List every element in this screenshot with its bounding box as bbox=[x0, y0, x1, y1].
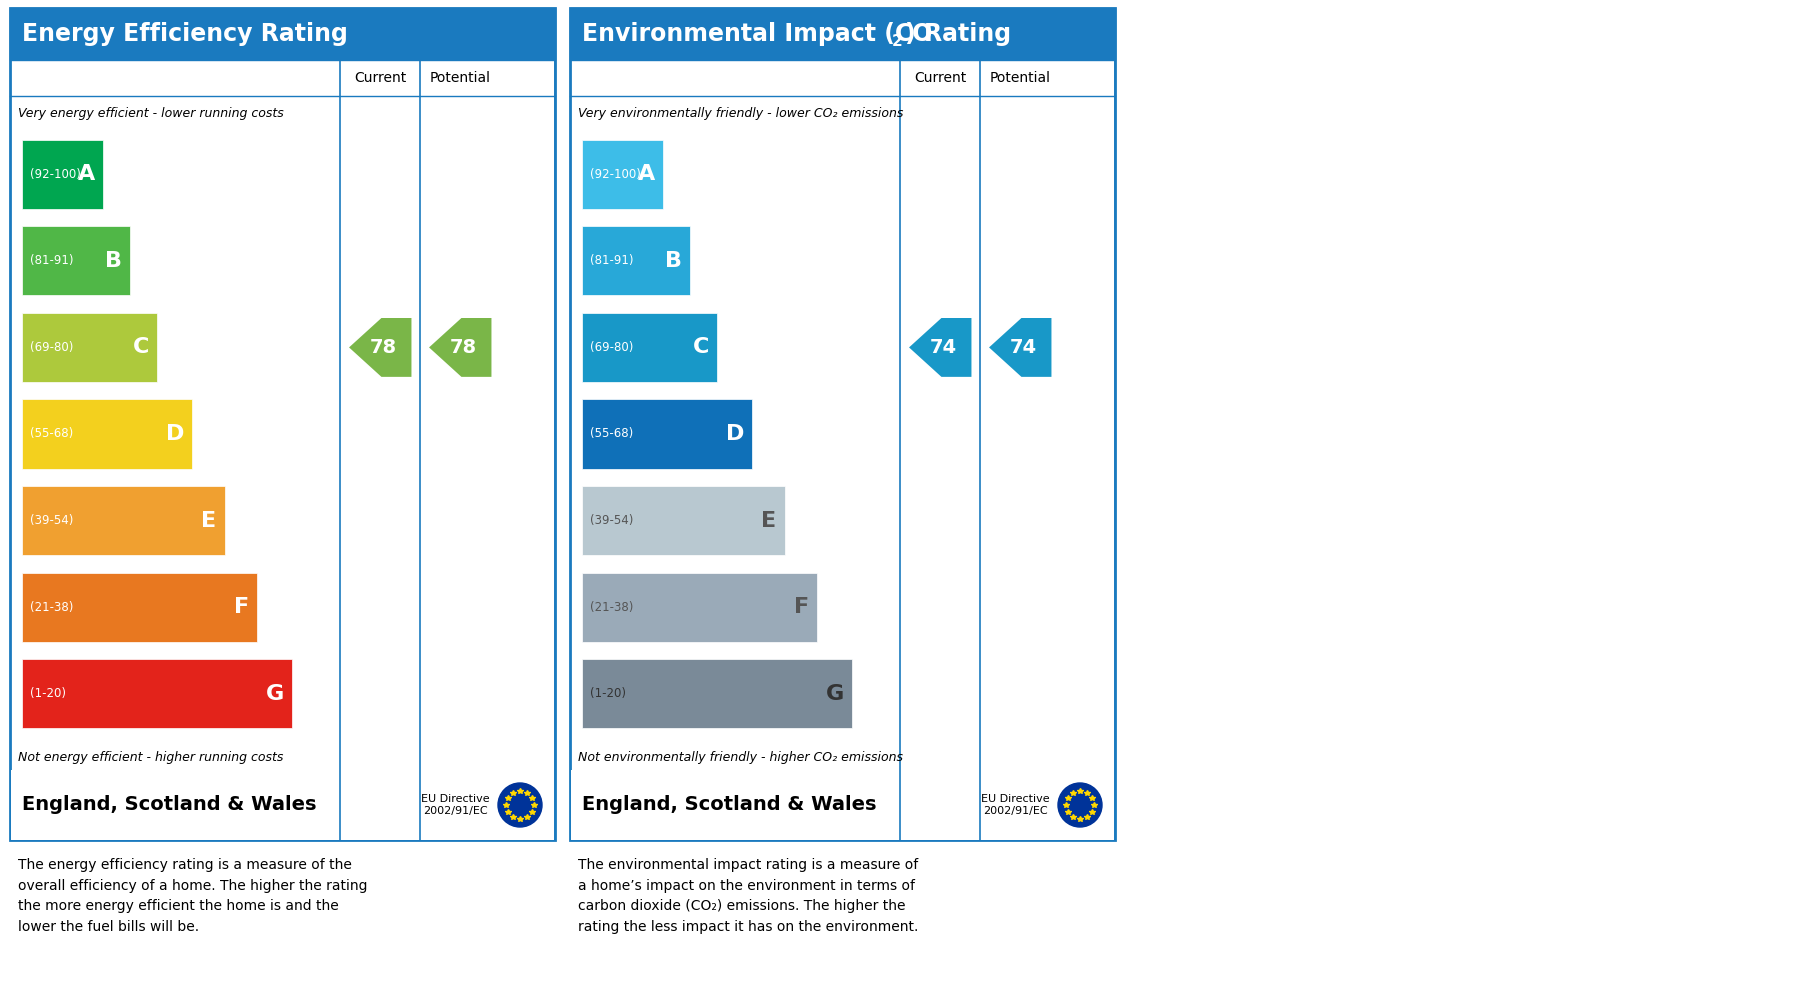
Text: E: E bbox=[761, 511, 776, 530]
Text: 2: 2 bbox=[893, 33, 904, 48]
Bar bbox=[581, 659, 851, 729]
Text: Environmental Impact (CO: Environmental Impact (CO bbox=[581, 22, 932, 46]
Bar bbox=[581, 140, 662, 209]
Polygon shape bbox=[428, 317, 493, 378]
Text: England, Scotland & Wales: England, Scotland & Wales bbox=[581, 795, 877, 814]
Text: Not energy efficient - higher running costs: Not energy efficient - higher running co… bbox=[18, 752, 283, 764]
Bar bbox=[22, 399, 193, 469]
Bar bbox=[22, 659, 292, 729]
Circle shape bbox=[1058, 783, 1102, 827]
Text: EU Directive
2002/91/EC: EU Directive 2002/91/EC bbox=[981, 794, 1049, 815]
Text: D: D bbox=[725, 424, 743, 444]
Text: B: B bbox=[104, 251, 122, 271]
Bar bbox=[581, 573, 817, 642]
Text: C: C bbox=[133, 338, 149, 358]
Text: E: E bbox=[202, 511, 216, 530]
Text: F: F bbox=[794, 597, 808, 617]
Bar bbox=[22, 312, 157, 382]
Text: Potential: Potential bbox=[430, 71, 490, 85]
Text: (69-80): (69-80) bbox=[590, 341, 634, 354]
Text: 74: 74 bbox=[929, 338, 958, 357]
Text: (55-68): (55-68) bbox=[31, 427, 74, 440]
Text: ) Rating: ) Rating bbox=[905, 22, 1012, 46]
Bar bbox=[22, 226, 130, 295]
Text: (21-38): (21-38) bbox=[590, 601, 634, 614]
Bar bbox=[581, 399, 752, 469]
Bar bbox=[571, 770, 1114, 840]
Text: G: G bbox=[826, 683, 844, 704]
Text: (21-38): (21-38) bbox=[31, 601, 74, 614]
Text: (55-68): (55-68) bbox=[590, 427, 634, 440]
Text: (81-91): (81-91) bbox=[31, 254, 74, 267]
Text: (1-20): (1-20) bbox=[31, 687, 67, 701]
Bar bbox=[571, 8, 1114, 840]
Bar bbox=[581, 312, 716, 382]
Text: (81-91): (81-91) bbox=[590, 254, 634, 267]
Text: B: B bbox=[664, 251, 682, 271]
Text: Current: Current bbox=[914, 71, 967, 85]
Text: The environmental impact rating is a measure of
a home’s impact on the environme: The environmental impact rating is a mea… bbox=[578, 858, 918, 933]
Bar bbox=[11, 8, 554, 840]
Polygon shape bbox=[988, 317, 1053, 378]
Polygon shape bbox=[347, 317, 412, 378]
Text: Very energy efficient - lower running costs: Very energy efficient - lower running co… bbox=[18, 107, 284, 120]
Text: A: A bbox=[637, 164, 655, 184]
Text: (92-100): (92-100) bbox=[31, 167, 81, 180]
Text: A: A bbox=[77, 164, 95, 184]
Text: 78: 78 bbox=[450, 338, 477, 357]
Text: Not environmentally friendly - higher CO₂ emissions: Not environmentally friendly - higher CO… bbox=[578, 752, 904, 764]
Polygon shape bbox=[907, 317, 972, 378]
Text: G: G bbox=[266, 683, 284, 704]
Text: (39-54): (39-54) bbox=[31, 514, 74, 527]
Text: 78: 78 bbox=[369, 338, 396, 357]
Text: Current: Current bbox=[355, 71, 407, 85]
Text: The energy efficiency rating is a measure of the
overall efficiency of a home. T: The energy efficiency rating is a measur… bbox=[18, 858, 367, 933]
Bar bbox=[11, 770, 554, 840]
Text: 74: 74 bbox=[1010, 338, 1037, 357]
Text: Potential: Potential bbox=[990, 71, 1051, 85]
Text: F: F bbox=[234, 597, 248, 617]
Bar bbox=[581, 226, 689, 295]
Text: (69-80): (69-80) bbox=[31, 341, 74, 354]
Bar bbox=[22, 573, 257, 642]
Bar bbox=[22, 486, 225, 555]
Text: (39-54): (39-54) bbox=[590, 514, 634, 527]
Text: England, Scotland & Wales: England, Scotland & Wales bbox=[22, 795, 317, 814]
Bar bbox=[571, 8, 1114, 60]
Text: Very environmentally friendly - lower CO₂ emissions: Very environmentally friendly - lower CO… bbox=[578, 107, 904, 120]
Text: (92-100): (92-100) bbox=[590, 167, 641, 180]
Text: D: D bbox=[166, 424, 184, 444]
Bar bbox=[22, 140, 103, 209]
Text: C: C bbox=[693, 338, 709, 358]
Text: (1-20): (1-20) bbox=[590, 687, 626, 701]
Circle shape bbox=[499, 783, 542, 827]
Text: Energy Efficiency Rating: Energy Efficiency Rating bbox=[22, 22, 347, 46]
Text: EU Directive
2002/91/EC: EU Directive 2002/91/EC bbox=[421, 794, 490, 815]
Bar bbox=[11, 8, 554, 60]
Bar bbox=[581, 486, 785, 555]
